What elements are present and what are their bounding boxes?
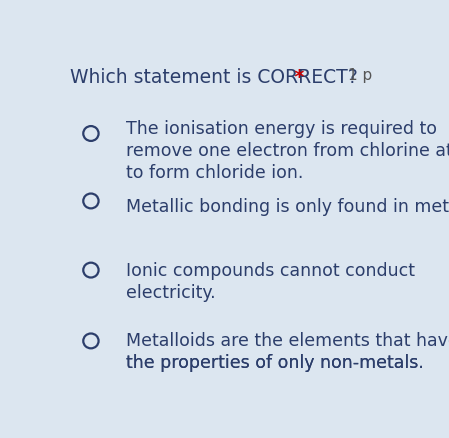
Text: electricity.: electricity. bbox=[126, 283, 216, 302]
Text: Which statement is CORRECT?: Which statement is CORRECT? bbox=[70, 68, 358, 87]
Text: remove one electron from chlorine atom: remove one electron from chlorine atom bbox=[126, 142, 449, 160]
Text: to form chloride ion.: to form chloride ion. bbox=[126, 164, 303, 182]
Text: 1 p: 1 p bbox=[348, 68, 373, 83]
Text: Ionic compounds cannot conduct: Ionic compounds cannot conduct bbox=[126, 261, 415, 279]
Text: the properties of only non-metals.: the properties of only non-metals. bbox=[126, 354, 423, 372]
Text: *: * bbox=[287, 68, 304, 87]
Text: The ionisation energy is required to: The ionisation energy is required to bbox=[126, 120, 437, 138]
Text: Metalloids are the elements that have: Metalloids are the elements that have bbox=[126, 332, 449, 350]
Text: Metallic bonding is only found in metals.: Metallic bonding is only found in metals… bbox=[126, 198, 449, 215]
Text: the properties of only non-metals.: the properties of only non-metals. bbox=[126, 354, 423, 372]
